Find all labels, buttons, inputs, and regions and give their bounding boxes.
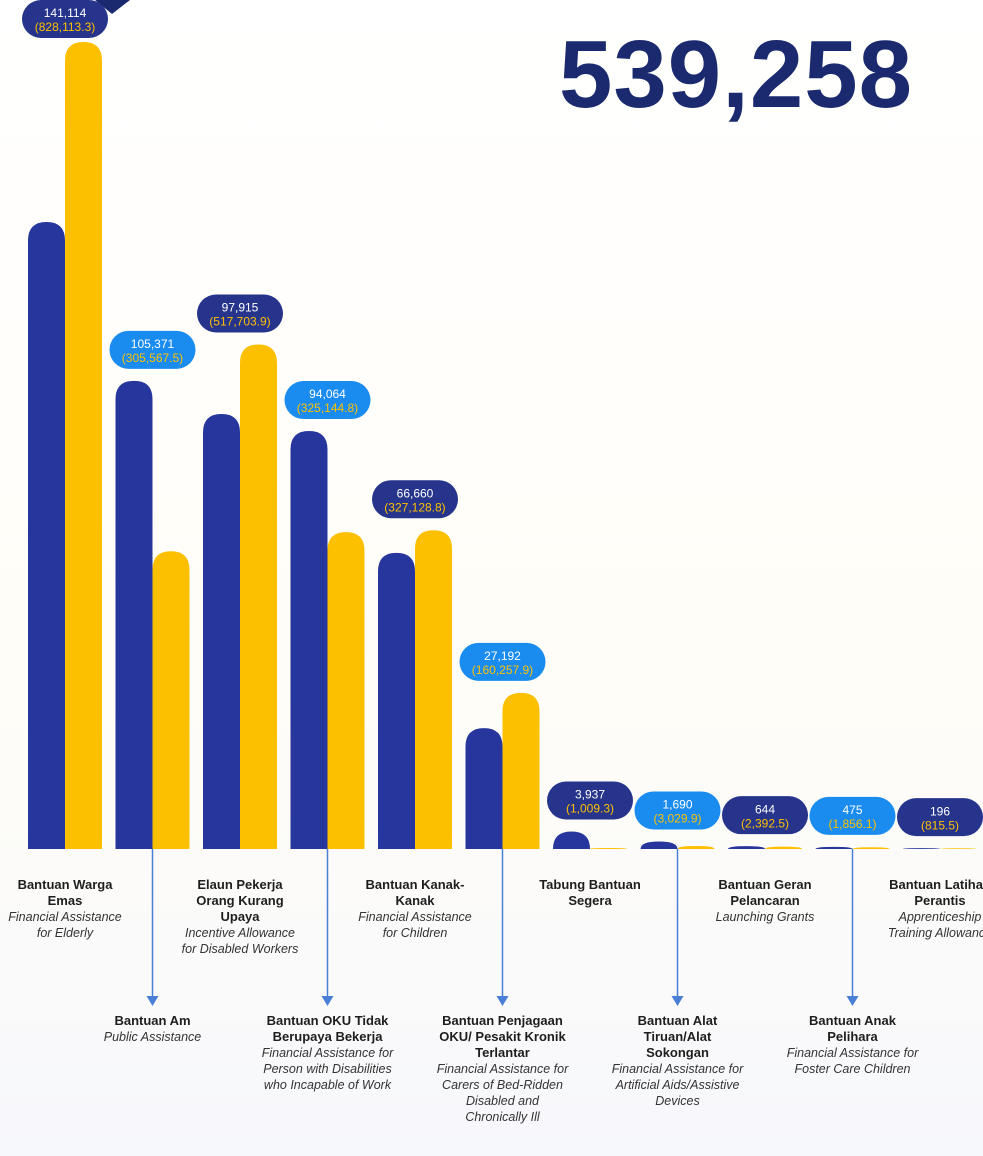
amount-label: (2,392.5) xyxy=(741,816,789,830)
category-name: Elaun Pekerja Orang Kurang Upaya xyxy=(196,877,284,924)
category-label: Bantuan Am Public Assistance xyxy=(86,1013,220,1045)
category-name: Bantuan Kanak-Kanak xyxy=(365,877,465,908)
value-bubble xyxy=(284,381,371,420)
category-description: Public Assistance xyxy=(103,1030,202,1044)
category-label: Bantuan Kanak-Kanak Financial Assistance … xyxy=(353,877,477,941)
headline: 539,258 xyxy=(558,21,913,128)
bar xyxy=(290,431,328,849)
category-description: Financial Assistance for Children xyxy=(358,910,472,940)
bar xyxy=(465,728,503,849)
bar xyxy=(903,848,940,849)
category-name: Bantuan Am xyxy=(114,1013,191,1028)
bar xyxy=(765,846,802,849)
amount-label: (325,144.8) xyxy=(297,401,358,415)
bar xyxy=(728,846,765,849)
category-name: Bantuan Penjagaan OKU/ Pesakit Kronik Te… xyxy=(439,1013,566,1060)
category-name: Bantuan Alat Tiruan/Alat Sokongan xyxy=(637,1013,718,1060)
pointer-arrow xyxy=(496,996,509,1006)
count-label: 66,660 xyxy=(397,486,434,500)
category-label: Bantuan Penjagaan OKU/ Pesakit Kronik Te… xyxy=(436,1013,570,1125)
value-bubble xyxy=(722,796,808,835)
pointer-arrow xyxy=(846,996,859,1006)
bar xyxy=(327,532,365,849)
category-label: Bantuan Geran Pelancaran Launching Grants xyxy=(703,877,827,925)
bar xyxy=(590,848,627,849)
value-bubble xyxy=(372,480,458,519)
pointer-arrow xyxy=(146,996,159,1006)
value-bubble xyxy=(809,796,896,835)
category-description: Financial Assistance for Elderly xyxy=(8,910,122,940)
amount-label: (327,128.8) xyxy=(384,500,445,514)
bar xyxy=(203,413,240,849)
bar xyxy=(28,222,65,849)
bar xyxy=(65,42,102,849)
category-name: Bantuan OKU Tidak Berupaya Bekerja xyxy=(266,1013,389,1044)
category-label: Tabung Bantuan Segera xyxy=(528,877,652,909)
amount-label: (815.5) xyxy=(921,818,959,832)
amount-label: (3,029.9) xyxy=(653,812,701,826)
bar xyxy=(502,692,540,849)
bar xyxy=(415,530,452,849)
value-bubble xyxy=(459,642,546,681)
amount-label: (828,113.3) xyxy=(35,20,96,34)
value-bubble xyxy=(634,791,721,830)
bar xyxy=(677,846,715,849)
bar xyxy=(115,380,153,849)
category-label: Bantuan OKU Tidak Berupaya Bekerja Financ… xyxy=(261,1013,395,1093)
bar xyxy=(940,848,977,849)
category-name: Bantuan Warga Emas xyxy=(17,877,113,908)
bar xyxy=(640,841,678,849)
bar xyxy=(152,551,190,849)
category-description: Incentive Allowance for Disabled Workers xyxy=(181,926,299,956)
value-bubble xyxy=(109,330,196,369)
bar xyxy=(852,847,890,849)
value-bubble xyxy=(897,798,983,837)
pointer-arrow xyxy=(321,996,334,1006)
category-label: Bantuan Latihan Perantis Apprenticeship T… xyxy=(878,877,983,941)
category-description: Financial Assistance for Carers of Bed-R… xyxy=(436,1062,569,1124)
amount-label: (1,009.3) xyxy=(566,802,614,816)
count-label: 97,915 xyxy=(222,301,259,315)
amount-label: (517,703.9) xyxy=(209,315,270,329)
bar xyxy=(553,831,590,849)
count-label: 475 xyxy=(842,803,862,817)
pointer-arrow xyxy=(671,996,684,1006)
category-name: Bantuan Latihan Perantis xyxy=(889,877,983,908)
bar xyxy=(240,344,277,849)
category-description: Financial Assistance for Person with Dis… xyxy=(261,1046,394,1092)
category-description: Apprenticeship Training Allowance xyxy=(887,910,983,940)
category-description: Financial Assistance for Artificial Aids… xyxy=(611,1062,744,1108)
value-bubble xyxy=(547,781,633,820)
category-label: Elaun Pekerja Orang Kurang Upaya Incentiv… xyxy=(178,877,302,957)
bar xyxy=(815,846,853,849)
count-label: 1,690 xyxy=(662,798,692,812)
category-name: Bantuan Anak Pelihara xyxy=(809,1013,896,1044)
value-bubble xyxy=(22,0,108,38)
count-label: 27,192 xyxy=(484,649,521,663)
category-name: Tabung Bantuan Segera xyxy=(539,877,641,908)
count-label: 141,114 xyxy=(44,6,87,20)
count-label: 196 xyxy=(930,804,950,818)
category-description: Launching Grants xyxy=(715,910,815,924)
bar xyxy=(378,552,415,849)
category-label: Bantuan Alat Tiruan/Alat Sokongan Financi… xyxy=(611,1013,745,1109)
count-label: 3,937 xyxy=(575,788,605,802)
count-label: 105,371 xyxy=(131,337,175,351)
value-bubble xyxy=(197,294,283,333)
amount-label: (1,856.1) xyxy=(828,817,876,831)
corner-shape xyxy=(95,0,130,14)
category-description: Financial Assistance for Foster Care Chi… xyxy=(786,1046,919,1076)
category-name: Bantuan Geran Pelancaran xyxy=(718,877,812,908)
count-label: 644 xyxy=(755,802,775,816)
count-label: 94,064 xyxy=(309,387,346,401)
amount-label: (160,257.9) xyxy=(472,663,533,677)
category-label: Bantuan Anak Pelihara Financial Assistanc… xyxy=(786,1013,920,1077)
category-label: Bantuan Warga Emas Financial Assistance f… xyxy=(3,877,127,941)
amount-label: (305,567.5) xyxy=(122,351,183,365)
